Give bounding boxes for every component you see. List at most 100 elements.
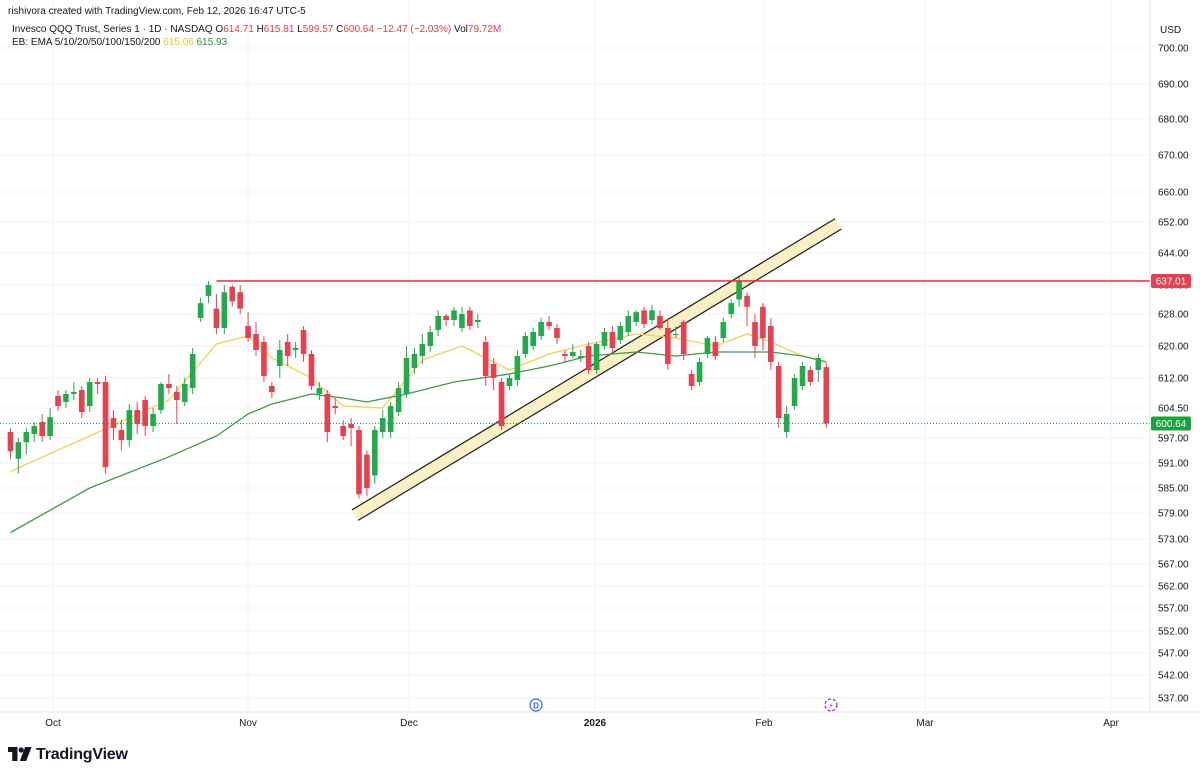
candle	[815, 354, 822, 382]
candle-body	[150, 414, 156, 426]
candle	[229, 285, 236, 307]
candle-body	[213, 308, 220, 328]
change-value: −12.47 (−2.03%)	[376, 24, 452, 35]
candle-body	[118, 430, 125, 441]
candle-body	[799, 366, 806, 386]
candle-body	[807, 370, 814, 382]
candle-body	[459, 314, 465, 328]
ema-slow-line	[10, 351, 827, 534]
tradingview-wordmark: TradingView	[36, 746, 128, 763]
currency-label[interactable]: USD	[1160, 25, 1182, 36]
candle	[657, 310, 663, 330]
candle-body	[443, 316, 449, 320]
price-tick-label: 557.00	[1158, 604, 1189, 615]
candle	[364, 450, 370, 497]
candle	[300, 326, 307, 362]
open-value: 614.71	[223, 24, 254, 35]
candle	[55, 390, 61, 411]
high-key: H	[256, 24, 264, 35]
price-tick-label: 552.00	[1158, 627, 1189, 638]
candle-body	[435, 316, 441, 330]
candle	[680, 320, 687, 360]
ohlc-legend: Invesco QQQ Trust, Series 1 · 1D · NASDA…	[12, 24, 501, 35]
candle-body	[356, 430, 362, 495]
candle	[807, 366, 814, 386]
candle	[174, 386, 180, 424]
candle-body	[31, 426, 38, 434]
candle	[39, 414, 45, 443]
high-value: 615.81	[263, 24, 295, 35]
candle	[514, 350, 521, 386]
candle	[213, 294, 220, 334]
candle-body	[261, 342, 267, 376]
price-tick-label: 537.00	[1158, 694, 1189, 705]
price-tick-label: 700.00	[1158, 44, 1189, 55]
earnings-marker-icon[interactable]: ⚡	[824, 698, 838, 712]
candle	[110, 410, 117, 441]
time-tick-label: Mar	[916, 718, 934, 729]
candle	[269, 382, 275, 398]
candle	[625, 310, 632, 336]
candle	[94, 378, 101, 394]
candle-body	[601, 332, 608, 346]
candle	[467, 306, 473, 330]
candle-body	[752, 322, 758, 346]
candle	[276, 340, 283, 378]
price-tick-label: 591.00	[1158, 459, 1189, 470]
candle	[704, 336, 711, 358]
candle-body	[292, 348, 299, 350]
candle-body	[395, 388, 402, 412]
candle	[411, 348, 418, 374]
candle-body	[490, 364, 497, 378]
candle-body	[672, 334, 679, 335]
candle	[443, 314, 449, 326]
candle-body	[657, 316, 663, 328]
price-tick-label: 652.00	[1158, 218, 1189, 229]
candle	[760, 303, 766, 350]
resistance-price-tag: 637.01	[1156, 276, 1187, 287]
candle	[482, 336, 489, 386]
price-tick-label: 620.00	[1158, 342, 1189, 353]
candle-body	[197, 303, 204, 318]
candle-body	[688, 374, 695, 386]
candle	[245, 312, 251, 342]
candle-body	[174, 392, 180, 400]
candle	[688, 370, 695, 390]
candle	[419, 334, 426, 364]
close-key: C	[336, 24, 344, 35]
price-tick-label: 670.00	[1158, 151, 1189, 162]
dividend-marker-icon[interactable]: D	[529, 698, 543, 712]
candle-body	[237, 292, 243, 309]
candle	[427, 326, 434, 352]
symbol-title[interactable]: Invesco QQQ Trust, Series 1 · 1D · NASDA…	[12, 24, 213, 35]
candle-body	[189, 354, 196, 388]
candle	[522, 332, 529, 358]
candle	[546, 316, 552, 330]
candle-body	[269, 386, 275, 392]
candle-body	[102, 382, 109, 468]
candle-body	[728, 303, 735, 314]
candle-body	[585, 346, 592, 370]
candle-body	[720, 322, 727, 338]
ema-legend: EB: EMA 5/10/20/50/100/150/200 615.06 61…	[12, 37, 227, 48]
candle-body	[308, 354, 315, 386]
ema-legend-label[interactable]: EB: EMA 5/10/20/50/100/150/200	[12, 37, 161, 48]
ema-slow-value: 615.93	[196, 37, 228, 48]
last-price-tag: 600.64	[1156, 419, 1187, 430]
candle-body	[166, 384, 172, 388]
price-tick-label: 573.00	[1158, 535, 1189, 546]
candle	[292, 342, 299, 358]
time-tick-label: Dec	[400, 718, 418, 729]
trend-channel-lower	[357, 228, 842, 521]
candle	[562, 350, 568, 362]
candle-body	[791, 378, 798, 406]
candle-body	[641, 310, 647, 324]
candle-body	[815, 358, 822, 370]
candle	[31, 422, 38, 443]
candle-body	[554, 328, 560, 338]
candle	[799, 362, 806, 390]
candle	[490, 358, 497, 390]
dividend-marker-circle	[529, 698, 543, 712]
price-tick-label: 562.00	[1158, 582, 1189, 593]
